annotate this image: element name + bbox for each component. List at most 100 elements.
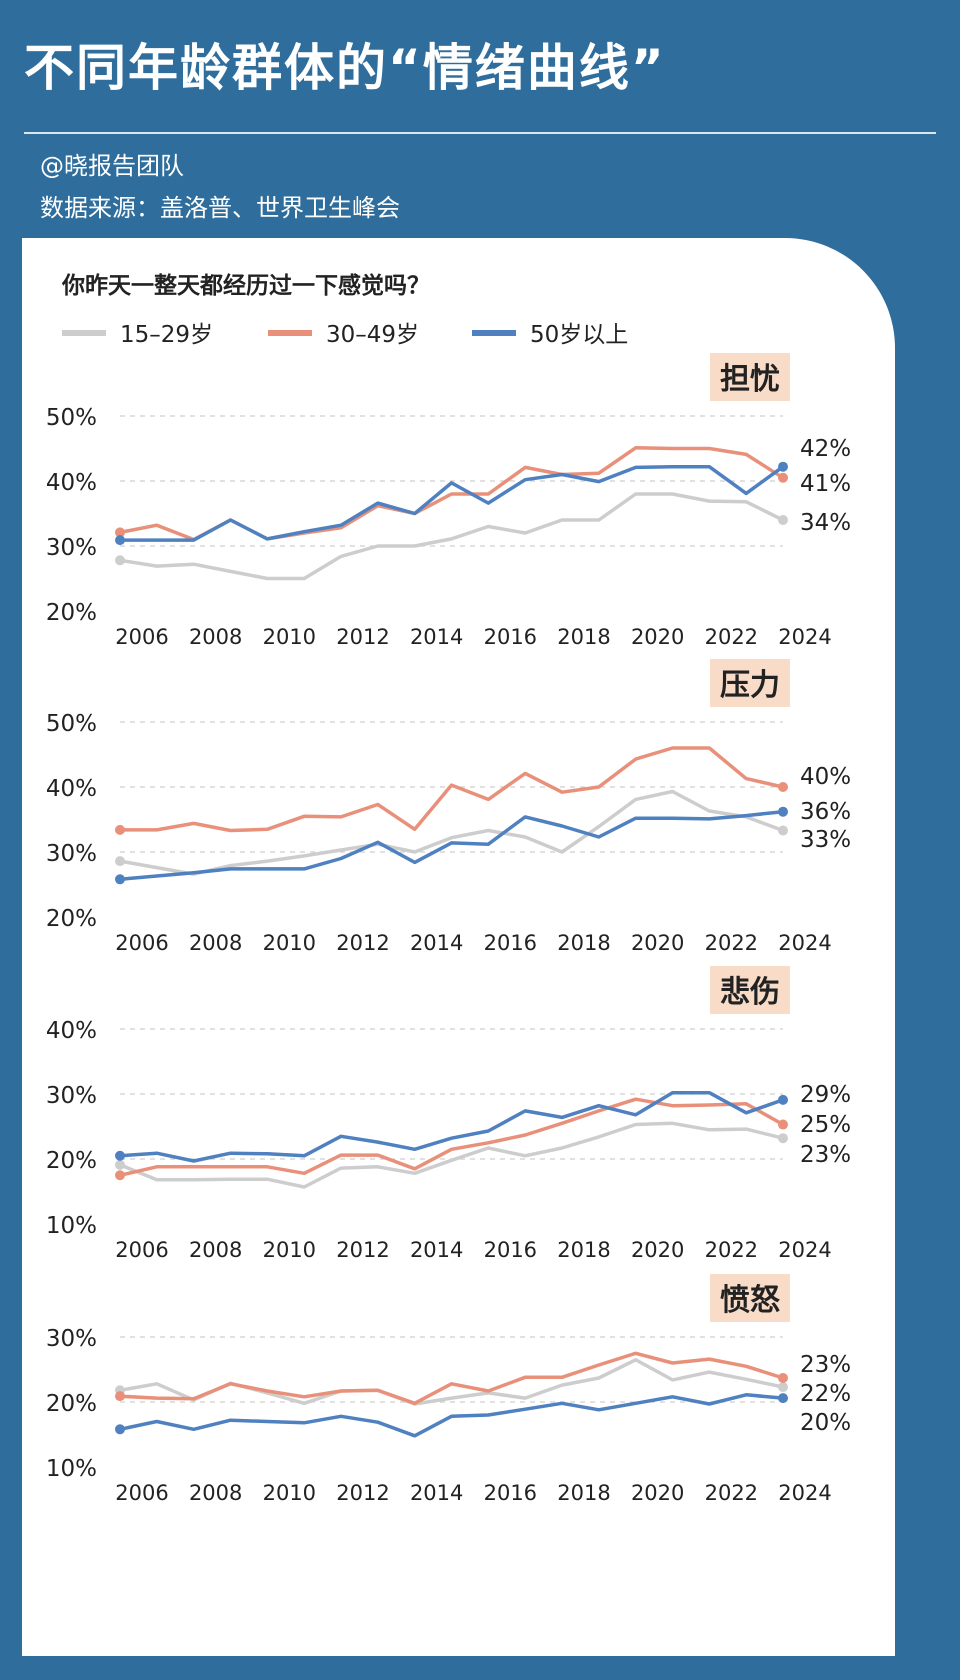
series-line-2 [119,1393,784,1438]
x-tick-label: 2022 [705,1481,758,1505]
x-tick-label: 2014 [410,625,463,649]
start-point [115,1159,125,1170]
x-tick-label: 2006 [115,1238,168,1262]
end-value-label: 20% [800,1410,851,1436]
series-line-0 [119,789,784,876]
x-tick-label: 2016 [484,1481,537,1505]
x-tick-label: 2016 [484,1238,537,1262]
end-point [778,806,788,817]
chart-title: 愤怒 [720,1283,780,1318]
x-tick-label: 2010 [263,1238,316,1262]
end-value-label: 36% [800,799,851,825]
x-tick-label: 2014 [410,931,463,955]
series-line-2 [119,809,784,882]
start-point [115,874,125,885]
y-tick-label: 50% [46,405,97,431]
x-tick-label: 2012 [336,1481,389,1505]
x-tick-label: 2020 [631,625,684,649]
x-tick-label: 2022 [705,625,758,649]
x-tick-label: 2012 [336,1238,389,1262]
y-tick-label: 30% [46,1326,97,1352]
x-tick-label: 2006 [115,625,168,649]
chart-title-badge [710,1274,790,1322]
end-value-label: 41% [800,471,851,497]
chart-担忧: 担忧 50% 40% 30% 20% 2006 2008 2010 2012 2014 2016 20… [46,353,851,649]
start-point [115,555,125,566]
end-point [778,782,788,792]
x-tick-label: 2010 [263,1481,316,1505]
start-point [115,1424,125,1435]
x-tick-label: 2010 [263,931,316,955]
y-tick-label: 10% [46,1456,97,1482]
series-line-1 [119,1097,784,1178]
y-tick-label: 20% [46,1391,97,1417]
y-tick-label: 10% [46,1213,97,1239]
x-tick-label: 2018 [557,1238,610,1262]
x-tick-label: 2018 [557,931,610,955]
end-point [778,461,788,472]
chart-title: 压力 [720,668,780,703]
series-line-1 [119,1351,784,1406]
x-tick-label: 2014 [410,1481,463,1505]
x-tick-label: 2014 [410,1238,463,1262]
x-tick-label: 2024 [778,1238,831,1262]
x-tick-label: 2008 [189,931,242,955]
end-value-label: 23% [800,1142,851,1168]
x-tick-label: 2012 [336,625,389,649]
end-value-label: 29% [800,1082,851,1108]
x-tick-label: 2024 [778,1481,831,1505]
series-line-0 [119,492,784,581]
end-value-label: 33% [800,827,851,853]
y-tick-label: 30% [46,841,97,867]
author-credit: @晓报告团队 [40,152,184,180]
end-point [778,825,788,836]
chart-压力: 压力 50% 40% 30% 20% 2006 2008 2010 2012 2014 2016 20… [46,659,851,955]
x-tick-label: 2018 [557,1481,610,1505]
y-tick-label: 20% [46,600,97,626]
x-tick-label: 2016 [484,625,537,649]
end-point [778,1382,788,1393]
series-line-1 [120,746,784,833]
x-tick-label: 2012 [336,931,389,955]
legend-label: 30–49岁 [326,322,419,348]
end-point [778,472,788,483]
end-value-label: 23% [800,1352,851,1378]
x-tick-label: 2008 [189,1238,242,1262]
x-tick-label: 2018 [557,625,610,649]
end-point [778,1393,788,1404]
x-tick-label: 2024 [778,625,831,649]
x-tick-label: 2006 [115,931,168,955]
x-tick-label: 2022 [705,1238,758,1262]
title-divider [24,132,936,134]
end-value-label: 42% [800,436,851,462]
chart-title: 担忧 [720,362,780,397]
end-value-label: 34% [800,510,851,536]
x-tick-label: 2024 [778,931,831,955]
start-point [115,1150,125,1161]
x-tick-label: 2020 [631,931,684,955]
series-line-2 [120,464,785,542]
y-tick-label: 30% [46,1083,97,1109]
legend-label: 15–29岁 [120,322,213,348]
chart-title-badge [710,353,790,401]
chart-title-badge [710,659,790,707]
series-line-2 [119,1090,784,1163]
y-tick-label: 40% [46,470,97,496]
legend-label: 50岁以上 [530,322,628,348]
end-point [778,1372,788,1383]
page-title: 不同年龄群体的“情绪曲线” [24,39,666,97]
y-tick-label: 20% [46,906,97,932]
end-point [778,1094,788,1105]
x-tick-label: 2020 [631,1238,684,1262]
plots: 担忧 50% 40% 30% 20% 2006 2008 2010 2012 2014 2016 20… [46,353,851,1505]
x-tick-label: 2022 [705,931,758,955]
chart-title: 悲伤 [720,975,780,1010]
end-value-label: 40% [800,764,851,790]
chart-悲伤: 悲伤 40% 30% 20% 10% 2006 2008 2010 2012 2014 2016 20… [46,966,851,1262]
y-tick-label: 30% [46,535,97,561]
series-line-0 [119,1121,784,1189]
chart-title-badge [710,966,790,1014]
y-tick-label: 20% [46,1148,97,1174]
start-point [115,856,125,867]
